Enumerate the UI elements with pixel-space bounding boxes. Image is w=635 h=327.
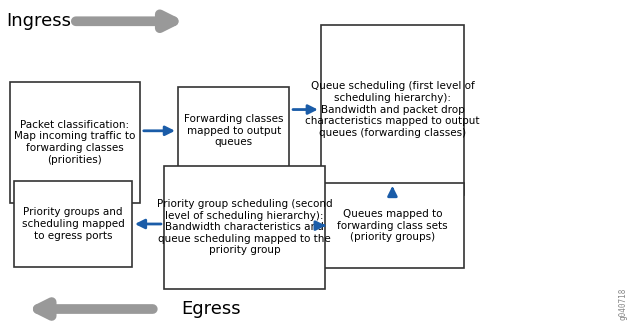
- FancyBboxPatch shape: [321, 183, 464, 268]
- Text: Packet classification:
Map incoming traffic to
forwarding classes
(priorities): Packet classification: Map incoming traf…: [14, 120, 136, 165]
- Text: Queue scheduling (first level of
scheduling hierarchy):
Bandwidth and packet dro: Queue scheduling (first level of schedul…: [305, 81, 479, 138]
- Text: Priority groups and
scheduling mapped
to egress ports: Priority groups and scheduling mapped to…: [22, 207, 124, 241]
- FancyBboxPatch shape: [178, 87, 289, 175]
- Text: Queues mapped to
forwarding class sets
(priority groups): Queues mapped to forwarding class sets (…: [337, 209, 448, 242]
- FancyBboxPatch shape: [164, 166, 325, 289]
- Text: g040718: g040718: [618, 288, 627, 320]
- FancyBboxPatch shape: [15, 181, 132, 267]
- Text: Egress: Egress: [181, 300, 241, 318]
- Text: Forwarding classes
mapped to output
queues: Forwarding classes mapped to output queu…: [184, 114, 283, 147]
- FancyBboxPatch shape: [10, 82, 140, 203]
- FancyBboxPatch shape: [321, 25, 464, 195]
- Text: Ingress: Ingress: [6, 12, 71, 30]
- Text: Priority group scheduling (second
level of scheduling hierarchy):
Bandwidth char: Priority group scheduling (second level …: [157, 199, 332, 255]
